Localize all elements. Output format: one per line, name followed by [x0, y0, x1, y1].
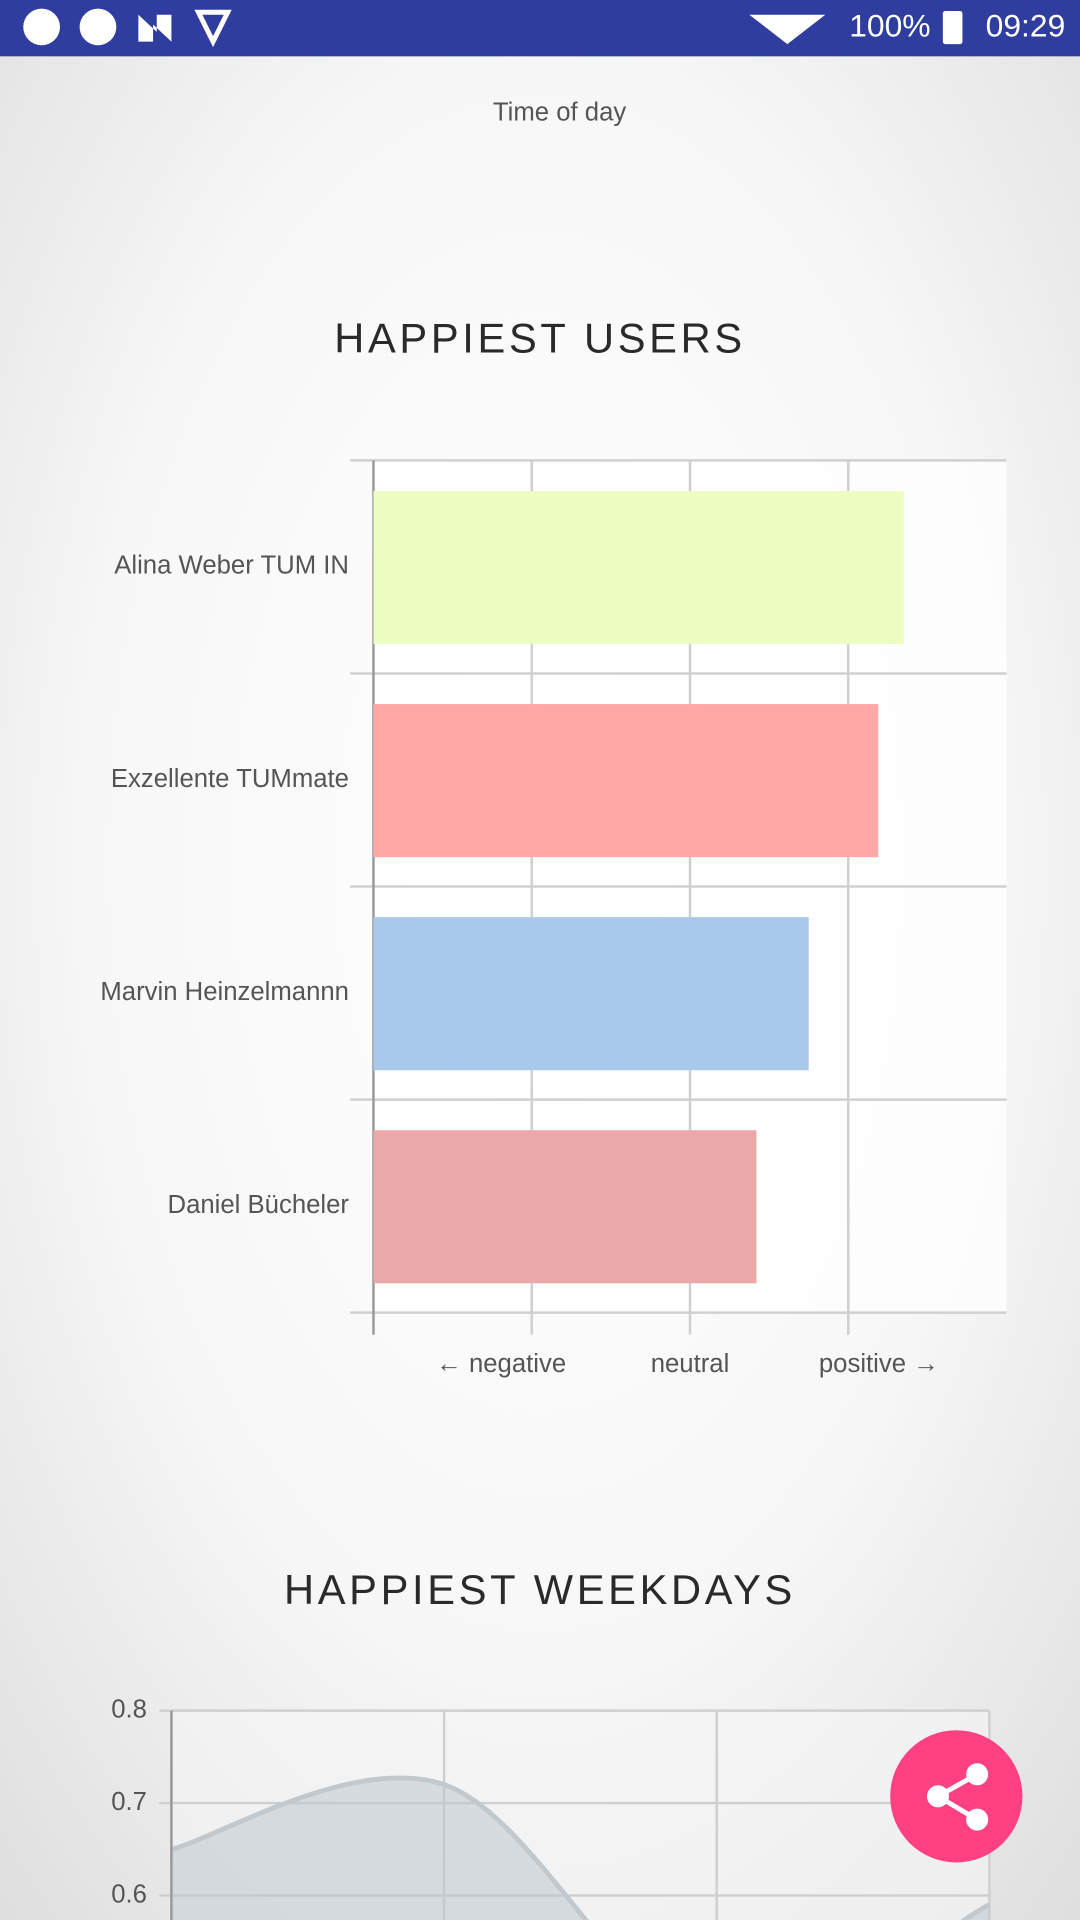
x-tick-label: ← negative	[436, 1350, 566, 1378]
y-tick-label: 0.8	[111, 1695, 147, 1723]
fab[interactable]	[890, 1730, 1023, 1863]
x-tick-label: neutral	[651, 1350, 730, 1378]
area	[171, 1777, 990, 1920]
bar	[373, 1130, 757, 1284]
y-tick-label: Daniel Bücheler	[168, 1191, 350, 1219]
line	[170, 1775, 991, 1920]
chart-title: HAPPIEST WEEKDAYS	[284, 1566, 796, 1613]
bar	[373, 917, 809, 1071]
share-button[interactable]	[890, 1730, 1023, 1863]
x-tick-label: positive →	[819, 1350, 939, 1378]
y-tick-label: Alina Weber TUM IN	[114, 552, 349, 580]
y-tick-label: Marvin Heinzelmannn	[100, 978, 349, 1006]
y-tick-label: 0.6	[111, 1880, 147, 1908]
bar	[373, 491, 904, 645]
status-icons	[23, 8, 963, 48]
clock: 09:29	[986, 8, 1066, 44]
battery-text: 100%	[849, 8, 930, 44]
y-tick-label: 0.7	[111, 1788, 147, 1816]
axis-caption: Time of day	[493, 99, 626, 127]
status-bar	[0, 0, 1080, 57]
y-tick-label: Exzellente TUMmate	[111, 765, 349, 793]
bar	[373, 704, 879, 858]
chart-title: HAPPIEST USERS	[334, 315, 746, 362]
